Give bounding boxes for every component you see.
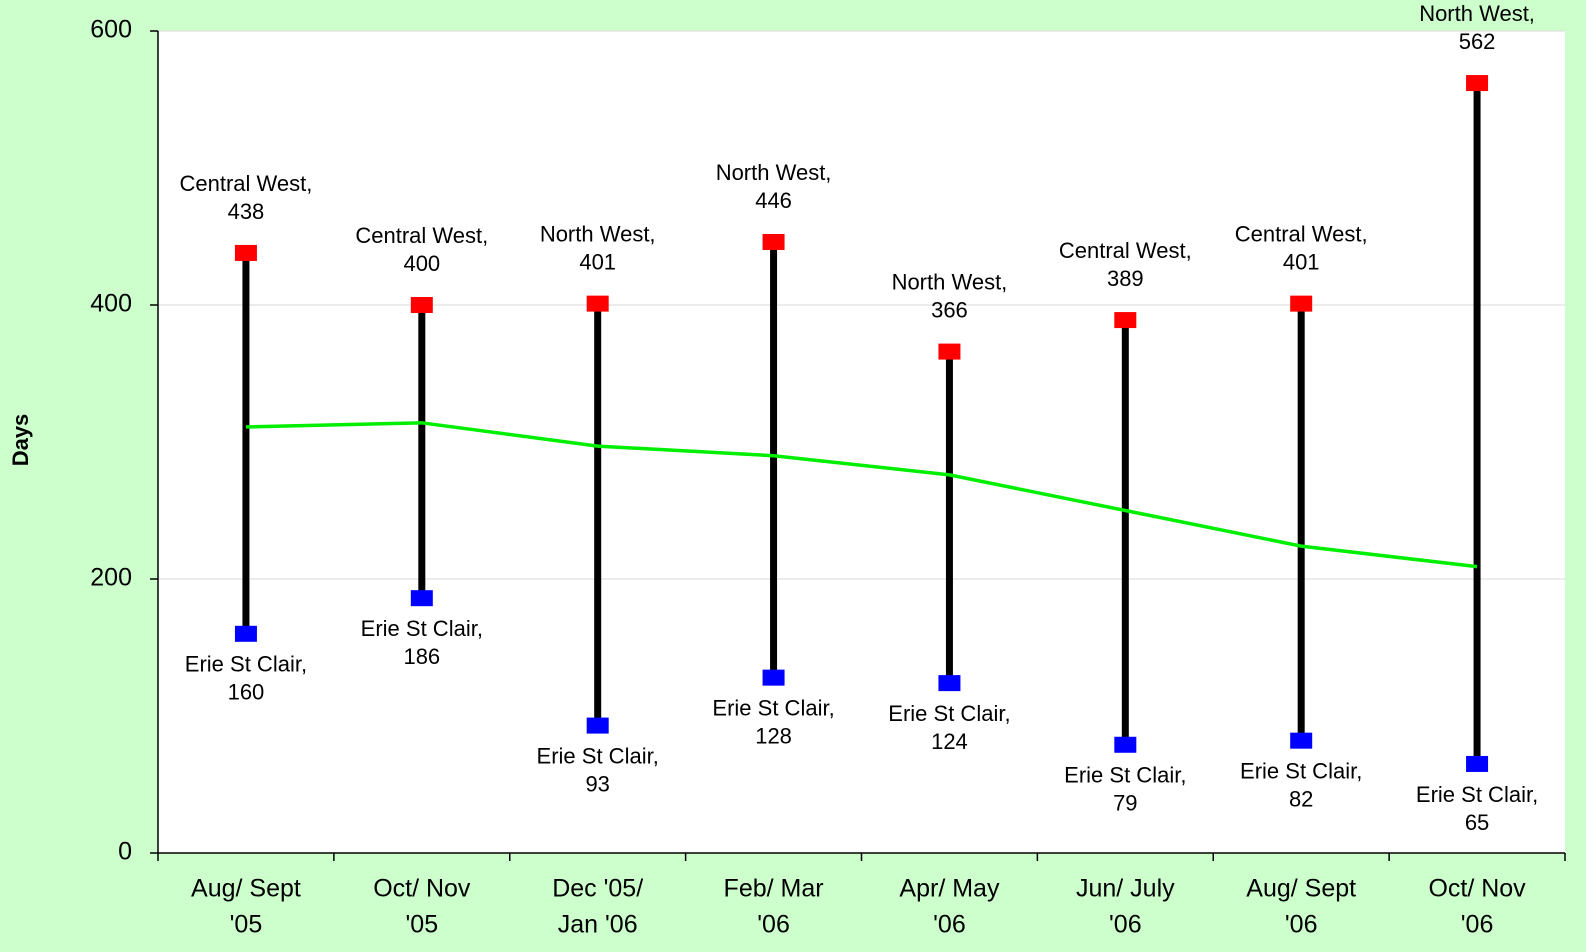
point-label-value: 79: [1113, 791, 1137, 816]
x-tick-label: '05: [230, 911, 263, 939]
x-tick-label: '06: [1461, 911, 1494, 939]
point-label-value: 389: [1107, 266, 1144, 291]
x-tick-label: Aug/ Sept: [1246, 875, 1356, 903]
point-label-value: 400: [403, 251, 440, 276]
point-label-value: 160: [228, 680, 265, 705]
high-marker: [938, 343, 961, 360]
plot-area: [158, 31, 1565, 853]
low-marker: [234, 625, 257, 642]
point-label-value: 562: [1459, 29, 1496, 54]
point-label-name: Erie St Clair,: [1240, 758, 1362, 783]
point-label-name: Central West,: [355, 223, 488, 248]
point-label-name: North West,: [540, 221, 656, 246]
point-label-name: Central West,: [1059, 238, 1192, 263]
y-tick-label: 0: [118, 838, 132, 866]
high-marker: [1466, 75, 1489, 92]
y-axis-label: Days: [8, 414, 33, 467]
low-marker: [1114, 736, 1137, 753]
x-tick-label: Dec '05/: [552, 875, 643, 903]
point-label-name: Erie St Clair,: [185, 652, 307, 677]
high-marker: [586, 295, 609, 312]
x-tick-label: Jan '06: [558, 911, 638, 939]
y-tick-label: 400: [90, 290, 132, 318]
point-label-name: Erie St Clair,: [361, 616, 483, 641]
point-label-value: 438: [228, 199, 265, 224]
x-tick-label: '06: [757, 911, 790, 939]
x-tick-label: Aug/ Sept: [191, 875, 301, 903]
point-label-name: Erie St Clair,: [537, 743, 659, 768]
high-marker: [762, 233, 785, 250]
point-label-name: Erie St Clair,: [888, 701, 1010, 726]
point-label-name: Central West,: [1235, 221, 1368, 246]
point-label-name: Erie St Clair,: [712, 695, 834, 720]
high-marker: [234, 244, 257, 261]
x-tick-label: '06: [933, 911, 966, 939]
high-marker: [1114, 312, 1137, 329]
low-marker: [1290, 732, 1313, 749]
x-tick-label: Jun/ July: [1076, 875, 1175, 903]
point-label-value: 65: [1465, 810, 1489, 835]
x-tick-label: Oct/ Nov: [373, 875, 471, 903]
low-marker: [762, 669, 785, 686]
low-marker: [410, 590, 433, 607]
point-label-name: North West,: [892, 269, 1008, 294]
x-tick-label: Apr/ May: [899, 875, 1000, 903]
point-label-value: 93: [585, 771, 609, 796]
low-marker: [1466, 755, 1489, 772]
point-label-name: Erie St Clair,: [1416, 782, 1538, 807]
point-label-name: North West,: [716, 160, 832, 185]
point-label-value: 82: [1289, 786, 1313, 811]
point-label-name: North West,: [1419, 1, 1535, 26]
point-label-name: Erie St Clair,: [1064, 763, 1186, 788]
x-tick-label: '06: [1109, 911, 1142, 939]
y-tick-label: 200: [90, 564, 132, 592]
point-label-value: 401: [579, 249, 616, 274]
point-label-value: 366: [931, 297, 968, 322]
low-marker: [938, 675, 961, 692]
point-label-value: 186: [403, 644, 440, 669]
point-label-value: 128: [755, 723, 792, 748]
x-tick-label: Oct/ Nov: [1428, 875, 1526, 903]
point-label-value: 124: [931, 729, 968, 754]
high-marker: [410, 297, 433, 313]
x-tick-label: '05: [406, 911, 439, 939]
point-label-value: 446: [755, 188, 792, 213]
x-tick-label: '06: [1285, 911, 1318, 939]
average-line: [245, 421, 1478, 569]
point-label-value: 401: [1283, 249, 1320, 274]
x-tick-label: Feb/ Mar: [724, 875, 824, 903]
high-marker: [1290, 295, 1313, 312]
y-tick-label: 600: [90, 16, 132, 44]
low-marker: [586, 717, 609, 734]
point-label-name: Central West,: [180, 171, 313, 196]
